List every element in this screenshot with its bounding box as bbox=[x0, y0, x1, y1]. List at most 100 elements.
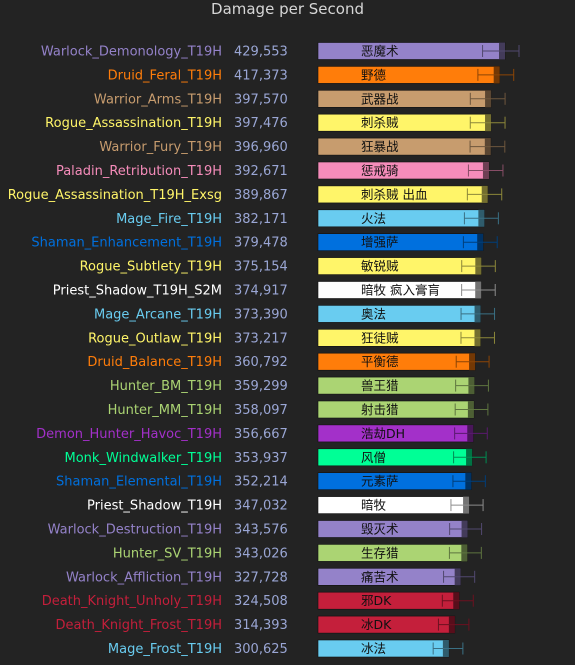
bar-cn-label: 增强萨 bbox=[361, 235, 399, 250]
bar-value: 397,570 bbox=[234, 92, 288, 107]
bar-label: Mage_Frost_T19H bbox=[108, 642, 222, 657]
bar-cn-label: 刺杀贼 bbox=[361, 115, 399, 130]
bar-value: 382,171 bbox=[234, 212, 288, 227]
bar-value: 389,867 bbox=[234, 188, 288, 203]
bar bbox=[317, 66, 500, 84]
bar-label: Monk_Windwalker_T19H bbox=[65, 451, 223, 466]
bar-cn-label: 痛苦术 bbox=[361, 569, 399, 584]
bar-value: 343,026 bbox=[234, 546, 288, 561]
bar-row: Rogue_Subtlety_T19H 375,154 敏锐贼 bbox=[80, 257, 496, 275]
bar-cn-label: 浩劫DH bbox=[361, 426, 405, 441]
bar-row: Hunter_MM_T19H 358,097 射击猎 bbox=[108, 400, 489, 419]
chart-title: Damage per Second bbox=[211, 0, 364, 18]
bar-value: 373,217 bbox=[234, 331, 288, 346]
bar-value: 375,154 bbox=[234, 260, 288, 275]
bar-value: 314,393 bbox=[234, 618, 288, 633]
bar bbox=[317, 113, 492, 132]
bar-row: Warrior_Fury_T19H 396,960 狂暴战 bbox=[99, 137, 506, 156]
bar-cn-label: 冰DK bbox=[361, 617, 392, 632]
bar-value: 343,576 bbox=[234, 523, 288, 538]
bar-label: Shaman_Enhancement_T19H bbox=[31, 236, 222, 251]
bar-cn-label: 生存猎 bbox=[361, 545, 399, 560]
bar-cn-label: 毁灭术 bbox=[361, 522, 399, 537]
bar-cn-label: 兽王猎 bbox=[361, 378, 399, 393]
bar-row: Paladin_Retribution_T19H 392,671 惩戒骑 bbox=[56, 161, 504, 180]
bar-cn-label: 风僧 bbox=[361, 450, 386, 465]
bar-label: Hunter_MM_T19H bbox=[108, 403, 222, 418]
bar-row: Priest_Shadow_T19H_S2M 374,917 暗牧 疯入膏肓 bbox=[53, 281, 496, 299]
bar-cn-label: 狂徒贼 bbox=[361, 330, 399, 345]
bar-row: Warrior_Arms_T19H 397,570 武器战 bbox=[94, 90, 506, 108]
bar-row: Rogue_Assassination_T19H_Exsg 389,867 刺杀贼 … bbox=[8, 185, 503, 204]
bar-cn-label: 暗牧 bbox=[361, 498, 387, 513]
bar-row: Druid_Balance_T19H 360,792 平衡德 bbox=[87, 352, 490, 371]
bar-label: Hunter_SV_T19H bbox=[113, 546, 222, 561]
bar-label: Paladin_Retribution_T19H bbox=[56, 164, 222, 179]
bar-cn-label: 火法 bbox=[361, 211, 386, 226]
bar-label: Druid_Balance_T19H bbox=[87, 355, 222, 370]
bar-cn-label: 奥法 bbox=[361, 306, 386, 321]
bar-label: Mage_Arcane_T19H bbox=[94, 307, 222, 322]
bar-cn-label: 恶魔术 bbox=[361, 44, 399, 59]
bar bbox=[317, 305, 481, 323]
bar-label: Rogue_Subtlety_T19H bbox=[80, 260, 222, 275]
bar-row: Death_Knight_Unholy_T19H 324,508 邪DK bbox=[42, 591, 474, 610]
bar-cn-label: 惩戒骑 bbox=[361, 163, 399, 178]
bar-row: Warlock_Demonology_T19H 429,553 恶魔术 bbox=[41, 42, 520, 60]
bar-value: 429,553 bbox=[234, 45, 288, 60]
bar bbox=[317, 161, 490, 180]
bar-label: Death_Knight_Unholy_T19H bbox=[42, 594, 222, 609]
bar-value: 324,508 bbox=[234, 594, 288, 609]
bar-cn-label: 射击猎 bbox=[361, 402, 399, 417]
bar bbox=[317, 233, 484, 251]
bar-value: 397,476 bbox=[234, 116, 288, 131]
bar-label: Warlock_Demonology_T19H bbox=[41, 45, 222, 60]
bar-row: Monk_Windwalker_T19H 353,937 风僧 bbox=[65, 448, 487, 467]
bar-label: Demon_Hunter_Havoc_T19H bbox=[36, 427, 222, 442]
bar-cn-label: 敏锐贼 bbox=[361, 259, 399, 274]
bar-cn-label: 冰法 bbox=[361, 641, 386, 656]
bar-label: Rogue_Assassination_T19H bbox=[45, 116, 222, 131]
bar bbox=[317, 90, 492, 108]
bar bbox=[317, 42, 506, 60]
bar-cn-label: 平衡德 bbox=[361, 354, 399, 369]
bar-label: Warlock_Affliction_T19H bbox=[66, 570, 222, 585]
bar-label: Druid_Feral_T19H bbox=[108, 68, 222, 83]
bar-cn-label: 武器战 bbox=[361, 91, 399, 106]
bar-row: Warlock_Affliction_T19H 327,728 痛苦术 bbox=[66, 567, 476, 586]
bar-value: 359,299 bbox=[234, 379, 288, 394]
bar-row: Hunter_SV_T19H 343,026 生存猎 bbox=[113, 544, 482, 562]
bar-label: Death_Knight_Frost_T19H bbox=[56, 618, 222, 633]
bar-row: Warlock_Destruction_T19H 343,576 毁灭术 bbox=[48, 520, 483, 538]
bar-cn-label: 元素萨 bbox=[361, 474, 399, 489]
bar bbox=[317, 137, 492, 156]
bar-value: 373,390 bbox=[234, 307, 288, 322]
bar-value: 392,671 bbox=[234, 164, 288, 179]
bar bbox=[317, 448, 473, 467]
bar-value: 356,667 bbox=[234, 427, 288, 442]
bar-value: 353,937 bbox=[234, 451, 288, 466]
bar-cn-label: 刺杀贼 出血 bbox=[361, 187, 427, 202]
bar-row: Mage_Arcane_T19H 373,390 奥法 bbox=[94, 305, 496, 323]
bar-row: Rogue_Outlaw_T19H 373,217 狂徒贼 bbox=[88, 328, 495, 347]
bar-label: Warlock_Destruction_T19H bbox=[48, 523, 222, 538]
bar-row: Demon_Hunter_Havoc_T19H 356,667 浩劫DH bbox=[36, 424, 488, 443]
bar-row: Druid_Feral_T19H 417,373 野德 bbox=[108, 66, 515, 84]
bar-value: 360,792 bbox=[234, 355, 288, 370]
bar-label: Shaman_Elemental_T19H bbox=[56, 475, 222, 490]
bar-label: Warrior_Arms_T19H bbox=[94, 92, 222, 107]
bar-label: Priest_Shadow_T19H bbox=[87, 499, 222, 514]
bar-value: 347,032 bbox=[234, 499, 288, 514]
bar-row: Shaman_Enhancement_T19H 379,478 增强萨 bbox=[31, 233, 498, 251]
bar-label: Priest_Shadow_T19H_S2M bbox=[53, 284, 222, 299]
bar-row: Rogue_Assassination_T19H 397,476 刺杀贼 bbox=[45, 113, 506, 132]
bar bbox=[317, 328, 481, 347]
bar-row: Priest_Shadow_T19H 347,032 暗牧 bbox=[87, 496, 484, 514]
bar-value: 417,373 bbox=[234, 68, 288, 83]
bar-label: Rogue_Outlaw_T19H bbox=[88, 331, 222, 346]
bar-row: Mage_Fire_T19H 382,171 火法 bbox=[116, 209, 499, 228]
bar-row: Mage_Frost_T19H 300,625 冰法 bbox=[108, 639, 464, 658]
bar-cn-label: 野德 bbox=[361, 67, 387, 82]
